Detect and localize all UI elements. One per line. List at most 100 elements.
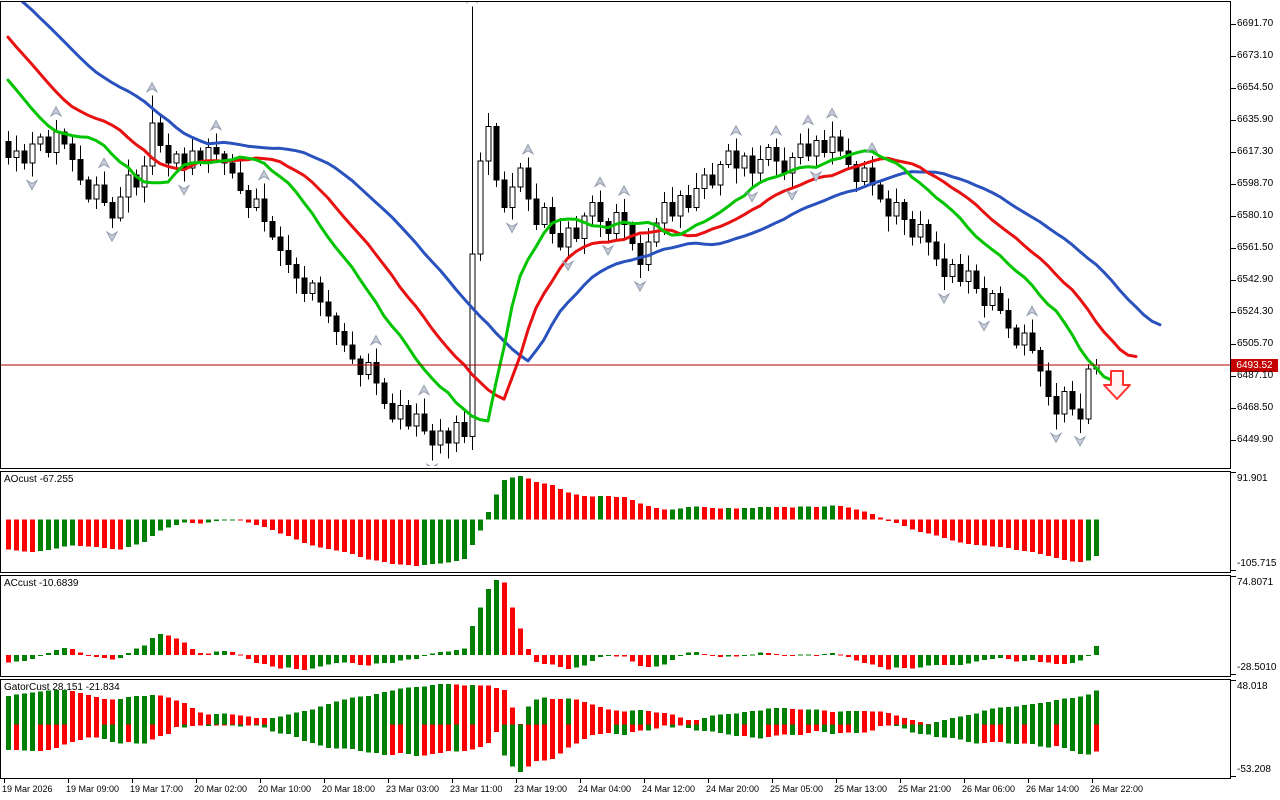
fractal-down-icon	[809, 170, 823, 182]
price-tick	[1231, 184, 1236, 185]
price-tick	[1231, 24, 1236, 25]
fractal-down-icon	[785, 189, 799, 201]
fractal-up-icon	[1025, 305, 1039, 317]
gator-indicator-panel[interactable]: GatorCust 28.151 -21.834	[0, 679, 1231, 779]
ac-indicator-panel[interactable]: ACcust -10.6839	[0, 575, 1231, 677]
gator-indicator-label: GatorCust 28.151 -21.834	[4, 682, 120, 693]
time-axis-label: 24 Mar 20:00	[706, 784, 760, 794]
time-tick	[1092, 779, 1093, 783]
price-tick	[1231, 376, 1236, 377]
fractal-up-icon	[865, 141, 879, 154]
time-axis-label: 24 Mar 12:00	[642, 784, 696, 794]
price-tick	[1231, 88, 1236, 89]
gator-scale-tick-bottom	[1231, 776, 1236, 777]
time-tick	[644, 779, 645, 783]
candlestick-chart[interactable]	[1, 2, 1230, 466]
gator-scale-min: -53.208	[1237, 764, 1271, 775]
ao-histogram[interactable]	[1, 472, 1230, 570]
time-axis-label: 25 Mar 05:00	[770, 784, 824, 794]
fractal-down-icon	[105, 230, 119, 243]
gator-scale-max: 48.018	[1237, 681, 1268, 692]
time-axis[interactable]: 19 Mar 2026 19 Mar 09:00 19 Mar 17:00 20 Ma…	[0, 779, 1280, 800]
fractal-up-icon	[801, 114, 815, 126]
time-tick	[772, 779, 773, 783]
price-tick	[1231, 56, 1236, 57]
time-axis-label: 19 Mar 09:00	[66, 784, 120, 794]
fractal-up-icon	[521, 143, 535, 156]
ao-scale-min: -105.715	[1237, 558, 1277, 569]
fractal-up-icon	[369, 334, 383, 346]
time-axis-label: 19 Mar 17:00	[130, 784, 184, 794]
fractal-up-icon	[617, 184, 631, 197]
time-tick	[388, 779, 389, 783]
time-tick	[516, 779, 517, 783]
ac-scale-tick-top	[1231, 576, 1236, 577]
price-tick	[1231, 440, 1236, 441]
time-axis-label: 26 Mar 22:00	[1090, 784, 1144, 794]
fractal-up-icon	[825, 107, 839, 119]
price-axis-label: 6542.90	[1237, 274, 1274, 285]
fractal-up-icon	[209, 119, 223, 131]
price-tick	[1231, 216, 1236, 217]
fractal-up-icon	[97, 157, 111, 169]
fractal-down-icon	[633, 280, 647, 293]
fractal-up-icon	[593, 176, 607, 188]
price-axis-label: 6487.10	[1237, 370, 1274, 381]
ac-scale-tick-bottom	[1231, 674, 1236, 675]
ao-indicator-label: AOcust -67.255	[4, 474, 74, 485]
fractal-down-icon	[1049, 432, 1063, 444]
time-tick	[1028, 779, 1029, 783]
fractal-up-icon	[729, 124, 743, 137]
fractal-up-icon	[257, 169, 271, 181]
time-tick	[580, 779, 581, 783]
time-tick	[324, 779, 325, 783]
time-tick	[68, 779, 69, 783]
ao-scale-max: 91.901	[1237, 473, 1268, 484]
fractal-up-icon	[145, 81, 159, 94]
price-chart-panel[interactable]	[0, 1, 1231, 469]
fractal-down-icon	[425, 462, 439, 466]
ac-indicator-label: ACcust -10.6839	[4, 578, 79, 589]
time-axis-label: 26 Mar 06:00	[962, 784, 1016, 794]
time-axis-label: 26 Mar 14:00	[1026, 784, 1080, 794]
price-tick	[1231, 248, 1236, 249]
price-axis-label: 6635.90	[1237, 114, 1274, 125]
fractal-down-icon	[177, 184, 191, 196]
price-axis-label: 6598.70	[1237, 178, 1274, 189]
time-axis-label: 20 Mar 10:00	[258, 784, 312, 794]
ao-scale-tick-top	[1231, 472, 1236, 473]
sell-signal-arrow-icon	[1103, 370, 1131, 400]
ac-scale-max: 74.8071	[1237, 577, 1274, 588]
time-tick	[452, 779, 453, 783]
fractal-up-icon	[769, 124, 783, 137]
fractal-down-icon	[561, 260, 575, 272]
time-tick	[900, 779, 901, 783]
time-axis-label: 23 Mar 19:00	[514, 784, 568, 794]
time-tick	[132, 779, 133, 783]
fractal-down-icon	[25, 179, 39, 191]
time-tick	[260, 779, 261, 783]
price-axis-label: 6468.50	[1237, 402, 1274, 413]
time-tick	[4, 779, 5, 783]
fractal-down-icon	[1073, 435, 1087, 447]
time-axis-label: 24 Mar 04:00	[578, 784, 632, 794]
price-axis-label: 6505.70	[1237, 338, 1274, 349]
gator-histogram[interactable]	[1, 680, 1230, 776]
ac-scale-min: -28.5010	[1237, 662, 1277, 673]
price-axis-label: 6617.30	[1237, 146, 1274, 157]
price-axis[interactable]: 6493.52 6691.70 6673.10 6654.50 6635.90 6617…	[1231, 0, 1280, 780]
time-axis-label: 19 Mar 2026	[2, 784, 53, 794]
price-tick	[1231, 312, 1236, 313]
ac-histogram[interactable]	[1, 576, 1230, 674]
price-axis-label: 6561.50	[1237, 242, 1274, 253]
ao-indicator-panel[interactable]: AOcust -67.255	[0, 471, 1231, 573]
price-tick	[1231, 120, 1236, 121]
time-axis-label: 25 Mar 21:00	[898, 784, 952, 794]
time-axis-label: 20 Mar 18:00	[322, 784, 376, 794]
price-axis-label: 6449.90	[1237, 434, 1274, 445]
current-price-badge: 6493.52	[1231, 359, 1278, 372]
time-axis-label: 25 Mar 13:00	[834, 784, 888, 794]
fractal-down-icon	[601, 244, 615, 256]
time-axis-label: 20 Mar 02:00	[194, 784, 248, 794]
fractal-down-icon	[977, 320, 991, 332]
